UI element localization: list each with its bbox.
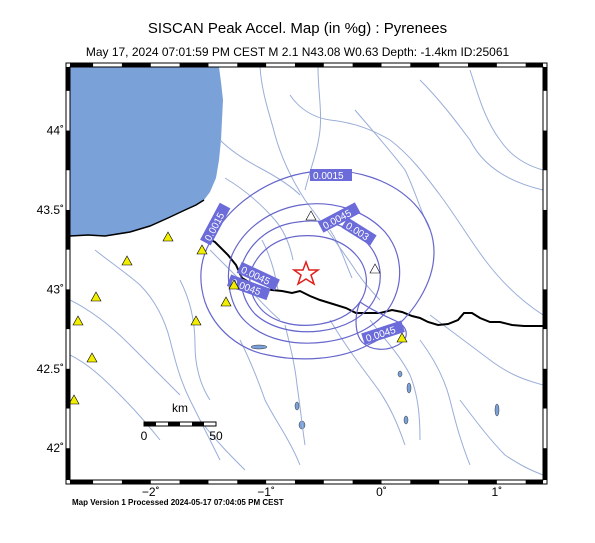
lon-label-1: 1˚ — [492, 485, 503, 499]
station-marker[interactable] — [90, 291, 102, 302]
station-marker[interactable] — [305, 210, 317, 221]
station-marker[interactable] — [69, 394, 80, 405]
lakes — [250, 344, 500, 430]
contour-0.0045-lobe — [355, 301, 407, 350]
lat-label-44: 44˚ — [47, 124, 64, 138]
lat-label-42.5: 42.5˚ — [37, 362, 64, 376]
event-info: May 17, 2024 07:01:59 PM CEST M 2.1 N43.… — [85, 45, 510, 59]
scale-bar: km 0 50 — [141, 401, 223, 443]
scale-label-start: 0 — [141, 429, 148, 443]
map-title: SISCAN Peak Accel. Map (in %g) : Pyrenee… — [147, 20, 448, 37]
epicenter-star-icon[interactable] — [291, 259, 321, 286]
lon-label-minus2: −2˚ — [142, 485, 160, 499]
station-marker[interactable] — [196, 244, 208, 255]
rivers — [70, 67, 543, 476]
station-marker[interactable] — [396, 332, 408, 343]
station-marker[interactable] — [162, 231, 174, 242]
svg-text:0.0015: 0.0015 — [313, 171, 344, 182]
lon-label-0: 0˚ — [376, 485, 387, 499]
coastline-north-spain — [70, 199, 205, 237]
station-marker[interactable] — [121, 255, 133, 266]
contour-label-1: 0.0015 — [310, 169, 352, 182]
lon-axis-labels: −2˚ −1˚ 0˚ 1˚ — [142, 485, 502, 499]
lat-label-43.5: 43.5˚ — [37, 203, 64, 217]
map-area: 0.0015 0.0015 0.003 0.0045 0.0045 0.0045… — [69, 67, 543, 480]
station-marker[interactable] — [72, 315, 84, 326]
station-marker[interactable] — [228, 279, 240, 290]
map-frame — [65, 62, 548, 485]
contour-0.003 — [227, 203, 401, 344]
lat-axis-labels: 44˚ 43.5˚ 43˚ 42.5˚ 42˚ — [37, 124, 64, 456]
scale-unit: km — [172, 401, 188, 415]
scale-label-end: 50 — [209, 429, 223, 443]
processing-note: Map Version 1 Processed 2024-05-17 07:04… — [72, 498, 284, 507]
sea-bay-of-biscay — [70, 67, 223, 236]
station-marker[interactable] — [220, 296, 232, 307]
contour-0.0045-outer — [240, 220, 381, 333]
station-marker[interactable] — [86, 352, 98, 363]
lat-label-43: 43˚ — [47, 282, 64, 296]
station-marker[interactable] — [190, 315, 202, 326]
seismic-stations — [69, 210, 408, 405]
lat-label-42: 42˚ — [47, 441, 64, 455]
lon-label-minus1: −1˚ — [257, 485, 275, 499]
station-marker[interactable] — [369, 263, 381, 274]
